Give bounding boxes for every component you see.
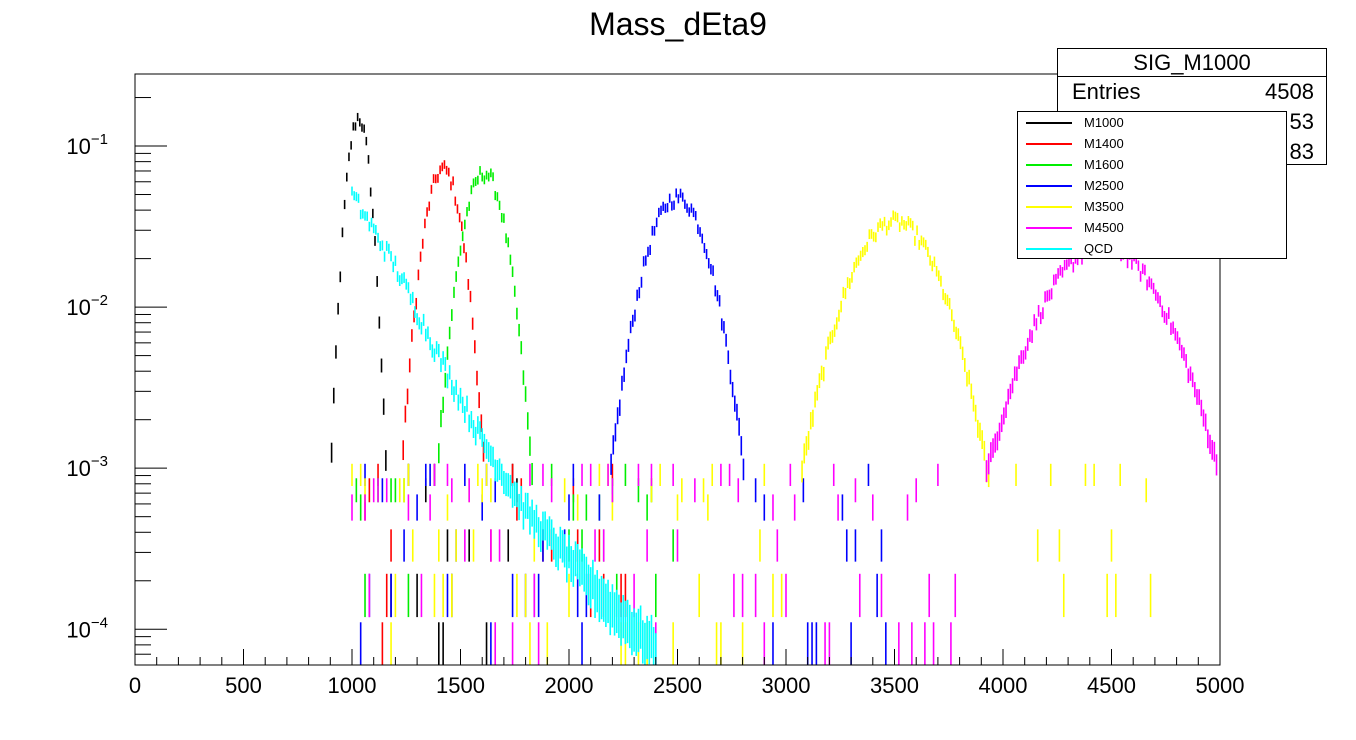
legend-swatch [1026,185,1072,187]
legend-swatch [1026,248,1072,250]
y-axis: 10−1 10−2 10−3 10−4 [66,97,167,666]
y-tick-label: 10−1 [66,131,108,159]
series-QCD [351,186,657,665]
legend-swatch [1026,206,1072,208]
x-tick-label: 5000 [1196,673,1245,698]
stats-row3-value: 83 [1289,139,1314,164]
legend-label: M3500 [1084,199,1124,214]
legend-item-m3500: M3500 [1026,197,1276,217]
legend-item-m4500: M4500 [1026,218,1276,238]
legend-item-m1400: M1400 [1026,134,1276,154]
y-tick-label: 10−4 [66,614,108,642]
legend-label: M2500 [1084,178,1124,193]
series-M2500 [359,188,887,665]
series-M4500 [351,235,1218,665]
series-M1000 [330,112,518,665]
legend-swatch [1026,122,1072,124]
series-M3500 [351,210,1152,665]
y-tick-label: 10−3 [66,453,108,481]
legend-label: M1600 [1084,157,1124,172]
y-tick-label: 10−2 [66,292,108,320]
data-marks [330,112,1218,665]
x-tick-label: 500 [225,673,262,698]
stats-row2-value: 53 [1289,109,1314,134]
x-tick-label: 1000 [328,673,377,698]
stats-row-entries: Entries 4508 [1058,77,1326,107]
legend-item-m1000: M1000 [1026,113,1276,133]
legend-swatch [1026,143,1072,145]
legend-item-qcd: QCD [1026,239,1276,259]
legend-item-m1600: M1600 [1026,155,1276,175]
stats-entries-label: Entries [1072,79,1141,104]
stats-title: SIG_M1000 [1058,49,1326,77]
legend-swatch [1026,227,1072,229]
legend-swatch [1026,164,1072,166]
x-tick-label: 4000 [979,673,1028,698]
legend-label: M1000 [1084,115,1124,130]
x-tick-label: 4500 [1087,673,1136,698]
legend: M1000 M1400 M1600 M2500 M3500 M4500 QCD [1017,111,1287,259]
x-tick-label: 2000 [545,673,594,698]
x-tick-label: 2500 [653,673,702,698]
x-tick-label: 0 [129,673,141,698]
legend-item-m2500: M2500 [1026,176,1276,196]
legend-label: M4500 [1084,220,1124,235]
x-tick-label: 3500 [870,673,919,698]
chart-title: Mass_dEta9 [589,6,767,42]
x-tick-label: 1500 [436,673,485,698]
stats-entries-value: 4508 [1265,79,1314,104]
x-tick-label: 3000 [762,673,811,698]
legend-label: M1400 [1084,136,1124,151]
stats-row-std: 83 [1058,137,1326,167]
legend-label: QCD [1084,241,1113,256]
x-axis: 0 500 1000 1500 2000 2500 3000 3500 4000 4500 5000 [129,649,1245,698]
stats-row-mean: 53 [1058,107,1326,137]
